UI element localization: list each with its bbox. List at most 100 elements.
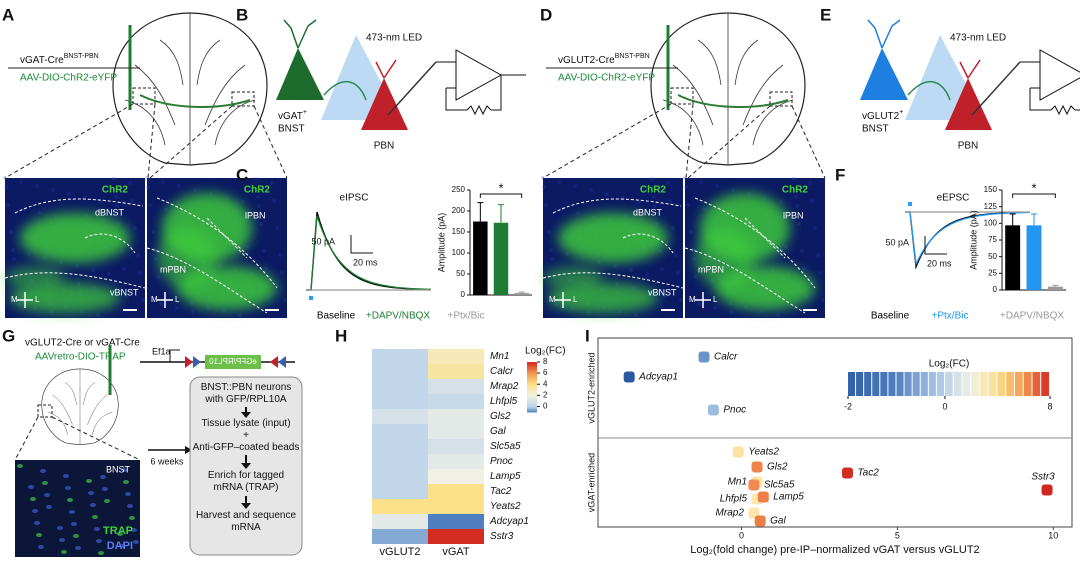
label: eIPSC — [340, 193, 369, 204]
region-outline — [156, 197, 278, 289]
colorbar-slice — [527, 388, 537, 391]
transgene — [205, 355, 261, 369]
colorbar-slice — [979, 372, 988, 396]
lox-site — [185, 356, 193, 368]
colorbar-slice — [888, 372, 896, 396]
point-label: Mn1 — [728, 477, 747, 488]
trap-cell — [38, 545, 44, 549]
label: ChR2 — [244, 185, 271, 196]
legend-label: Baseline — [317, 311, 356, 322]
amplifier — [455, 49, 503, 101]
colorbar-slice — [527, 410, 537, 413]
label: 50 pA — [885, 237, 909, 247]
point-label: Tac2 — [857, 468, 879, 479]
nuclei-speckle — [550, 257, 554, 261]
panel-letter: G — [2, 326, 15, 345]
source-neuron — [276, 48, 324, 100]
nuclei-speckle — [35, 184, 39, 188]
workflow-step: BNST::PBN neurons with GFP/RPL10A — [200, 382, 292, 405]
nuclei-speckle — [51, 188, 55, 192]
nuclei-speckle — [19, 180, 23, 184]
nuclei-speckle — [133, 226, 137, 230]
nuclei-speckle — [270, 181, 274, 185]
point — [698, 351, 710, 363]
nuclei-speckle — [802, 267, 806, 271]
label: 473-nm LED — [950, 33, 1006, 44]
y-tick-label: 100 — [984, 218, 998, 227]
panel-letter: B — [236, 5, 248, 24]
label: dBNST — [633, 207, 663, 217]
nuclei-speckle — [238, 313, 242, 317]
nuclei-speckle — [145, 176, 149, 180]
nuclei-speckle — [264, 267, 268, 271]
legend-label: +DAPV/NBQX — [366, 311, 431, 322]
nuclei-speckle — [660, 267, 664, 271]
nuclei-speckle — [256, 195, 260, 199]
colorbar-slice — [527, 397, 537, 400]
point — [757, 491, 769, 503]
nuclei-speckle — [776, 313, 780, 317]
x-tick-label: 10 — [1048, 530, 1058, 540]
nuclei-speckle — [130, 199, 134, 203]
colorbar-slice — [527, 402, 537, 405]
heatmap-cell — [428, 439, 484, 454]
trap-cell — [46, 505, 52, 509]
trap-cell — [28, 485, 34, 489]
nuclei-speckle — [821, 298, 825, 302]
nuclei-speckle — [6, 203, 10, 207]
significance-label: * — [1031, 180, 1036, 195]
point-label: Sstr3 — [1031, 472, 1055, 483]
colorbar-tick-label: -2 — [844, 401, 852, 411]
colorbar-slice — [971, 372, 979, 396]
nuclei-speckle — [275, 226, 279, 230]
label-superscript: BNST-PBN — [64, 53, 99, 60]
nuclei-speckle — [691, 248, 695, 252]
y-tick-label: 50 — [988, 252, 997, 261]
label: M — [549, 295, 556, 304]
nuclei-speckle — [159, 302, 163, 306]
colorbar-slice — [856, 372, 864, 396]
colorbar-slice — [1032, 372, 1041, 396]
heatmap-cell — [372, 499, 428, 514]
row-label: Gal — [490, 426, 506, 437]
colorbar-slice — [527, 382, 537, 385]
y-tick-label: 150 — [984, 185, 998, 194]
panel-letter: I — [585, 326, 590, 345]
nuclei-speckle — [164, 207, 168, 211]
row-label: Sstr3 — [490, 531, 514, 542]
nuclei-speckle — [729, 310, 733, 314]
label: 6 weeks — [150, 456, 184, 466]
nuclei-speckle — [652, 195, 656, 199]
heatmap-cell — [372, 439, 428, 454]
colorbar-tick-label: 4 — [543, 379, 548, 388]
label: BNST — [106, 464, 131, 474]
label: ChR2 — [640, 185, 667, 196]
nuclei-speckle — [175, 306, 179, 310]
nuclei-speckle — [38, 211, 42, 215]
heatmap-cell — [428, 394, 484, 409]
colorbar-slice — [1041, 372, 1049, 396]
nuclei-speckle — [713, 306, 717, 310]
nuclei-speckle — [702, 207, 706, 211]
colorbar-slice — [527, 400, 537, 403]
dendrites — [375, 59, 397, 79]
colorbar-slice — [1006, 372, 1014, 396]
nuclei-speckle — [262, 249, 266, 253]
label-base: vGAT — [278, 111, 303, 122]
trap-cell — [133, 540, 139, 544]
nuclei-speckle — [573, 184, 577, 188]
trap-cell — [86, 479, 92, 483]
brain-schematic — [112, 12, 268, 166]
nuclei-speckle — [148, 203, 152, 207]
nuclei-speckle — [760, 309, 764, 313]
label: dBNST — [95, 207, 125, 217]
point-label: Gls2 — [767, 462, 788, 473]
colorbar-slice — [527, 385, 537, 388]
trap-cell — [32, 509, 38, 513]
chr2-signal — [695, 228, 755, 288]
trap-cell — [59, 538, 65, 542]
label: L — [573, 295, 578, 304]
colorbar-tick-label: 0 — [543, 402, 548, 411]
nuclei-speckle — [154, 257, 158, 261]
heatmap-cell — [428, 364, 484, 379]
